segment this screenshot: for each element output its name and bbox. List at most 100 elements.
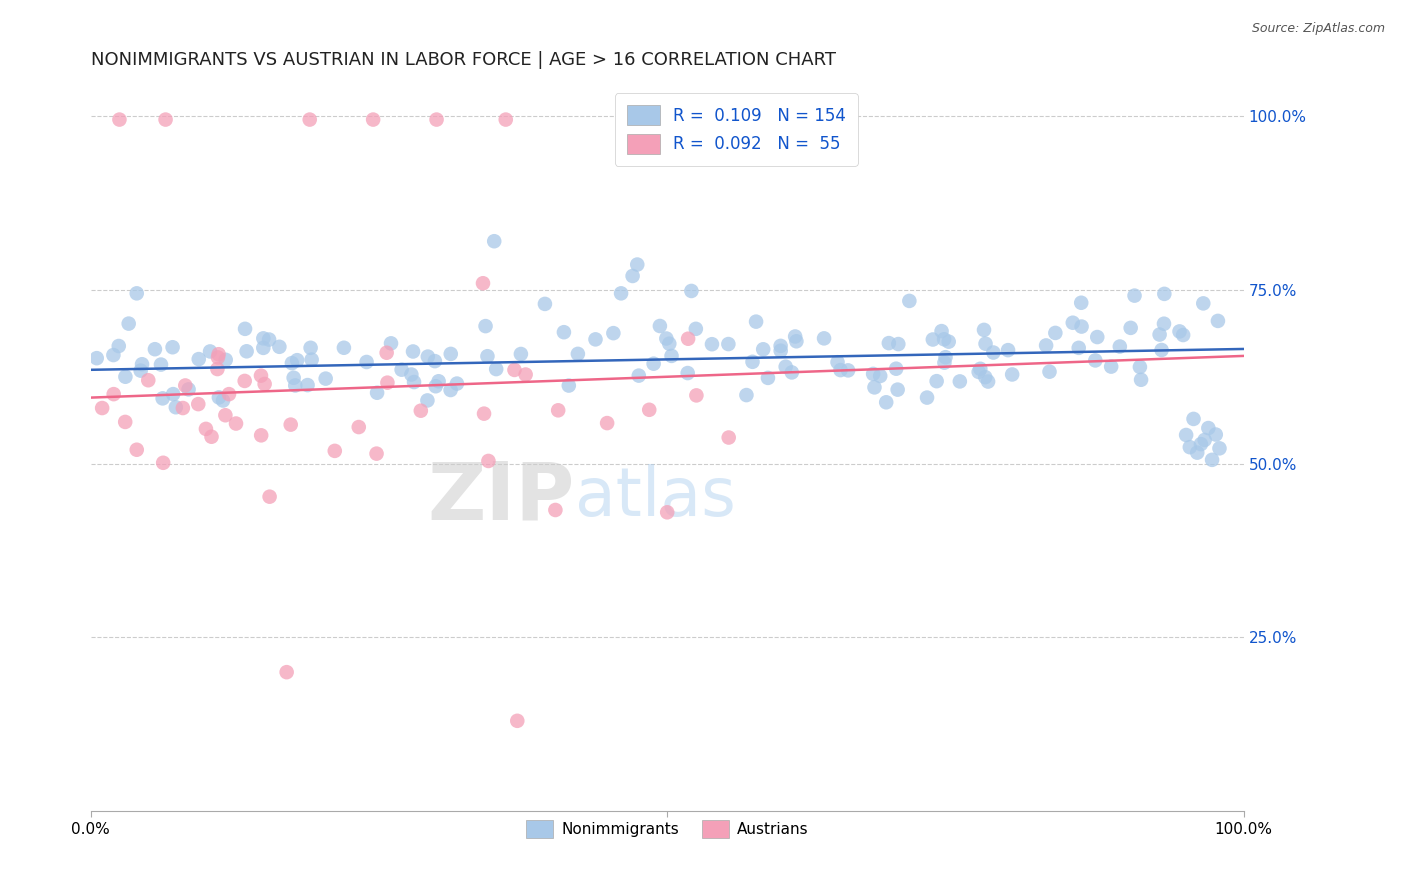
Point [1085,330,1108,344]
Point [676,332,699,346]
Point [886,383,908,397]
Point [503,363,526,377]
Point [284,378,307,392]
Point [685,388,707,402]
Point [1149,327,1171,342]
Point [869,368,891,383]
Point [681,284,703,298]
Point [1108,339,1130,353]
Point [162,387,184,401]
Point [377,376,399,390]
Point [215,352,238,367]
Point [685,322,707,336]
Point [931,324,953,338]
Point [1189,437,1212,451]
Point [1084,353,1107,368]
Point [735,388,758,402]
Point [152,392,174,406]
Point [974,370,997,384]
Point [769,343,792,358]
Point [837,363,859,377]
Point [86,351,108,366]
Point [1168,325,1191,339]
Point [934,350,956,364]
Point [769,339,792,353]
Point [1035,338,1057,352]
Point [472,407,495,421]
Point [152,456,174,470]
Point [315,371,337,385]
Point [108,112,131,127]
Point [1153,317,1175,331]
Point [657,505,679,519]
Point [1206,314,1229,328]
Point [596,416,619,430]
Point [162,340,184,354]
Point [934,356,956,370]
Point [259,490,281,504]
Point [785,329,807,343]
Point [700,337,723,351]
Point [884,361,907,376]
Point [544,503,567,517]
Point [621,268,644,283]
Point [745,315,768,329]
Point [915,391,938,405]
Text: NONIMMIGRANTS VS AUSTRIAN IN LABOR FORCE | AGE > 16 CORRELATION CHART: NONIMMIGRANTS VS AUSTRIAN IN LABOR FORCE… [90,51,835,69]
Point [610,286,633,301]
Point [125,442,148,457]
Point [198,344,221,359]
Point [427,374,450,388]
Point [187,352,209,367]
Point [477,349,499,363]
Point [553,325,575,339]
Point [416,393,439,408]
Point [91,401,114,415]
Point [877,336,900,351]
Point [233,374,256,388]
Point [298,112,321,127]
Point [118,317,141,331]
Point [143,342,166,356]
Point [235,344,257,359]
Point [949,375,972,389]
Point [509,347,531,361]
Point [200,430,222,444]
Point [472,277,495,291]
Point [627,368,650,383]
Legend: Nonimmigrants, Austrians: Nonimmigrants, Austrians [520,814,814,844]
Point [1129,359,1152,374]
Point [276,665,298,680]
Point [136,373,159,387]
Point [375,345,398,359]
Point [103,387,125,401]
Point [233,322,256,336]
Point [129,363,152,377]
Point [194,422,217,436]
Point [932,332,955,346]
Point [477,454,499,468]
Point [1150,343,1173,357]
Point [280,417,302,432]
Point [1205,427,1227,442]
Point [366,447,388,461]
Point [830,363,852,377]
Point [214,409,236,423]
Point [165,401,187,415]
Point [1153,286,1175,301]
Point [1197,421,1219,435]
Point [780,366,803,380]
Point [187,397,209,411]
Point [775,359,797,374]
Point [676,366,699,380]
Point [1070,295,1092,310]
Point [208,391,231,405]
Point [391,362,413,376]
Point [1067,341,1090,355]
Point [484,234,506,248]
Point [973,323,995,337]
Point [756,371,779,385]
Point [977,375,1000,389]
Point [1192,296,1215,310]
Point [281,356,304,370]
